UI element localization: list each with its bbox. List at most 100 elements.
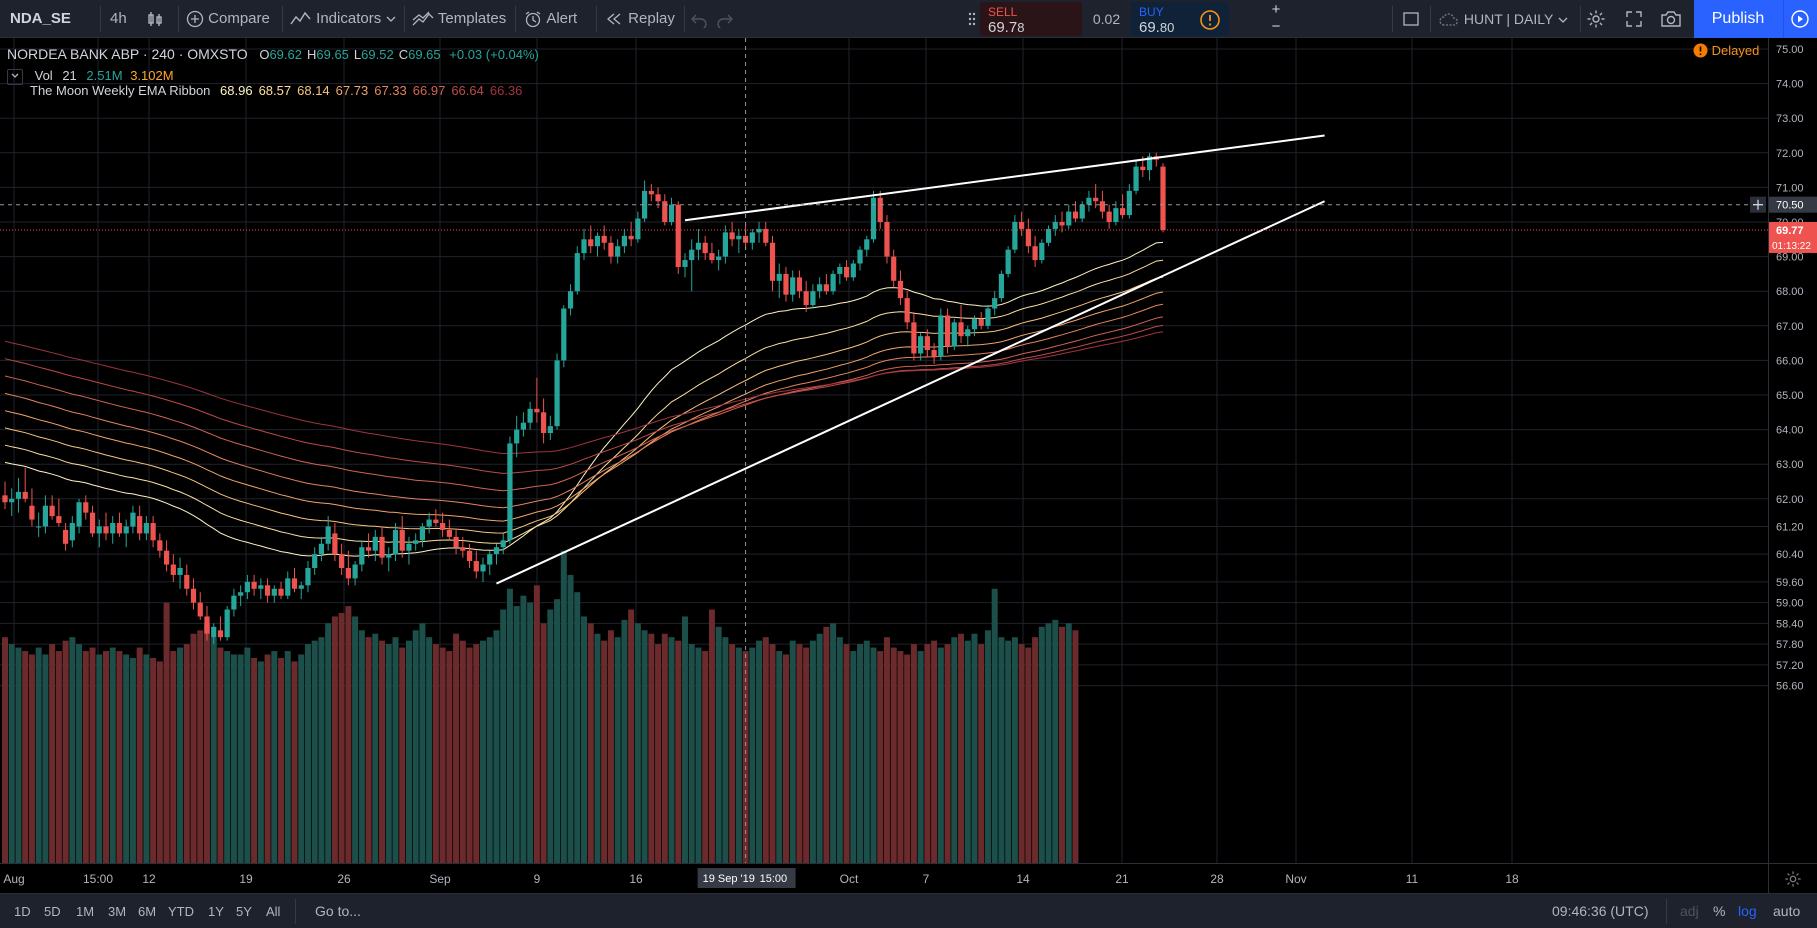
replay-button[interactable]: Replay	[604, 0, 682, 38]
ema-ribbon-value: 66.36	[489, 83, 523, 98]
publish-divider	[1783, 0, 1784, 38]
redo-button[interactable]	[716, 0, 738, 38]
clock-display[interactable]: 09:46:36 (UTC)	[1552, 903, 1649, 919]
ohlc-label: C	[398, 47, 409, 62]
crosshair-time-box	[697, 868, 796, 888]
candle	[514, 415, 520, 458]
candle	[1039, 239, 1045, 264]
collapse-legend-button[interactable]	[7, 68, 23, 85]
main-series-legend[interactable]: NORDEA BANK ABP · 240 · OMXSTO O69.62 H69…	[7, 46, 539, 62]
candle	[1113, 201, 1119, 226]
settings-button[interactable]	[1586, 0, 1612, 38]
volume-legend[interactable]: Vol 21 2.51M 3.102M	[7, 68, 174, 85]
range-button-6m[interactable]: 6M	[138, 904, 157, 919]
range-button-ytd[interactable]: YTD	[168, 904, 194, 919]
add-alert-icon[interactable]	[1750, 196, 1766, 213]
increase-icon[interactable]: +	[1271, 1, 1281, 18]
ema-ribbon-value: 68.96	[220, 83, 253, 98]
range-button-all[interactable]: All	[266, 904, 281, 919]
volume-bar	[513, 606, 520, 863]
range-button-1m[interactable]: 1M	[76, 904, 95, 919]
go-to-date-button[interactable]: Go to...	[315, 903, 361, 919]
indicators-button[interactable]: Indicators	[290, 0, 400, 38]
interval-selector[interactable]: 4h	[110, 10, 127, 27]
auto-scale-toggle[interactable]: auto	[1773, 903, 1801, 919]
volume-bar	[533, 585, 540, 863]
volume-bar	[42, 654, 49, 863]
snapshot-button[interactable]	[1660, 0, 1686, 38]
volume-bar	[8, 644, 15, 863]
fullscreen-button[interactable]	[1624, 0, 1650, 38]
candle	[951, 318, 957, 351]
buy-button[interactable]: BUY 69.80	[1131, 2, 1229, 36]
publish-button[interactable]: Publish	[1694, 0, 1817, 38]
candle	[756, 222, 762, 243]
candle	[1032, 235, 1038, 267]
range-button-3m[interactable]: 3M	[108, 904, 127, 919]
range-button-5y[interactable]: 5Y	[236, 904, 252, 919]
adjust-toggle[interactable]: adj	[1680, 903, 1699, 919]
alert-button[interactable]: Alert	[523, 0, 593, 38]
volume-bar	[897, 651, 904, 863]
sell-button[interactable]: SELL 69.78	[980, 2, 1082, 36]
candle	[601, 225, 607, 250]
candle	[918, 332, 924, 361]
plus-circle-icon	[186, 10, 204, 28]
volume-bar	[756, 640, 763, 863]
price-tick-label: 58.40	[1776, 618, 1804, 630]
volume-bar	[870, 647, 877, 863]
candle	[365, 533, 372, 558]
candle	[870, 190, 877, 243]
delayed-badge[interactable]: Delayed	[1693, 43, 1759, 58]
percent-scale-toggle[interactable]: %	[1713, 903, 1726, 919]
trend-line-support[interactable]	[496, 200, 1326, 585]
volume-bar	[109, 647, 116, 863]
price-tick-label: 71.00	[1776, 182, 1804, 194]
volume-bar	[931, 640, 938, 863]
price-chart[interactable]	[0, 38, 1768, 863]
range-button-1y[interactable]: 1Y	[208, 904, 224, 919]
layout-selector[interactable]: HUNT | DAILY	[1438, 0, 1576, 38]
candle	[231, 588, 237, 617]
candle	[251, 574, 257, 596]
crosshair-time-label: 15:00	[760, 873, 788, 885]
range-button-5d[interactable]: 5D	[44, 904, 61, 919]
chart-pane[interactable]: NORDEA BANK ABP · 240 · OMXSTO O69.62 H69…	[0, 38, 1768, 863]
decrease-icon[interactable]: −	[1271, 18, 1281, 35]
symbol-search[interactable]: NDA_SE	[10, 10, 71, 27]
compare-button[interactable]: Compare	[186, 0, 280, 38]
trading-panel-drag-handle[interactable]	[968, 0, 978, 38]
volume-bar	[399, 647, 406, 863]
chart-style-button[interactable]	[146, 0, 170, 38]
ema-ribbon-legend[interactable]: The Moon Weekly EMA Ribbon 68.96 68.57 68.…	[30, 83, 522, 98]
quantity-stepper[interactable]: + −	[1268, 2, 1284, 36]
undo-button[interactable]	[690, 0, 712, 38]
volume-bar	[1011, 637, 1018, 863]
info-icon[interactable]	[1199, 9, 1221, 31]
ema-ribbon-line	[4, 303, 1164, 509]
candle	[884, 215, 890, 264]
candle	[1133, 159, 1139, 195]
volume-bar	[224, 651, 231, 863]
candle	[897, 270, 904, 306]
templates-button[interactable]: Templates	[412, 0, 512, 38]
range-button-1d[interactable]: 1D	[14, 904, 31, 919]
scale-settings-button[interactable]	[1768, 863, 1817, 893]
time-scale[interactable]: Aug 15:00 12 19 26 Sep 9 16 Oct 7 14 21 28 Nov 11 18 19 …	[0, 863, 1768, 893]
sell-label: SELL	[988, 5, 1018, 19]
trend-line-resistance[interactable]	[684, 134, 1325, 222]
price-scale[interactable]: 75.0074.0073.0072.0071.0070.0069.0068.00…	[1768, 38, 1817, 863]
candle	[783, 266, 789, 302]
candle	[985, 305, 991, 330]
volume-bar	[506, 588, 513, 863]
ohlc-value: 69.62	[269, 47, 302, 62]
log-scale-toggle[interactable]: log	[1738, 903, 1757, 919]
ema-ribbon-line	[4, 316, 1164, 492]
candle	[554, 353, 560, 430]
play-circle-icon[interactable]	[1790, 9, 1810, 29]
select-tool-button[interactable]	[1402, 0, 1424, 38]
time-tick-label: 16	[629, 872, 643, 886]
ema-ribbon-value: 67.33	[374, 83, 407, 98]
gear-icon	[1587, 10, 1605, 28]
trend-lines[interactable]	[496, 134, 1326, 585]
